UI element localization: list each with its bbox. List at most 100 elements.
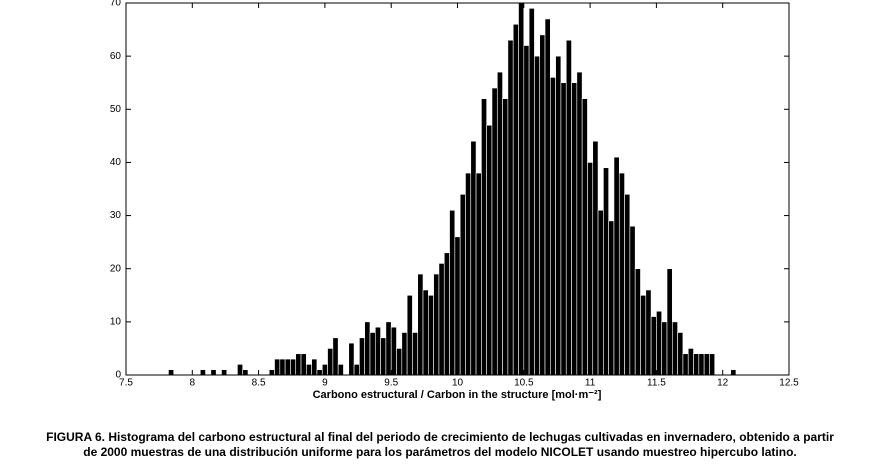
caption-line: de 2000 muestras de una distribución uni… — [83, 445, 796, 459]
bar — [295, 353, 302, 376]
bar — [555, 55, 562, 376]
bar — [390, 326, 397, 376]
bar — [560, 82, 567, 376]
bar — [364, 321, 371, 376]
bar — [645, 289, 652, 376]
bar — [380, 337, 387, 376]
bar — [348, 342, 355, 376]
bar — [327, 348, 334, 376]
y-tick-label: 30 — [110, 210, 122, 221]
bar — [502, 98, 509, 376]
x-tick-label: 12.5 — [779, 378, 799, 389]
bar — [306, 364, 312, 376]
bar — [465, 172, 472, 376]
bar — [353, 364, 360, 376]
x-tick-label: 8 — [190, 378, 196, 389]
bar — [279, 358, 286, 376]
bar — [656, 310, 663, 376]
bar — [449, 209, 456, 376]
bar — [581, 98, 588, 376]
bar — [237, 364, 243, 376]
bar — [168, 369, 175, 376]
bar — [454, 236, 461, 376]
x-tick-label: 9.5 — [384, 378, 398, 389]
bar — [618, 172, 625, 376]
bar — [730, 369, 737, 376]
bar — [565, 39, 572, 376]
bar — [534, 55, 541, 376]
bar — [481, 98, 487, 376]
y-tick-label: 20 — [110, 263, 122, 274]
bar — [672, 321, 678, 376]
bar — [666, 268, 673, 376]
y-tick-label: 50 — [110, 104, 122, 115]
x-tick-label: 8.5 — [252, 378, 266, 389]
bar — [396, 348, 403, 376]
bar — [550, 77, 556, 376]
bar — [199, 369, 206, 376]
bar — [417, 273, 424, 376]
bar — [650, 316, 657, 376]
bar — [693, 353, 700, 376]
bar — [210, 369, 217, 376]
y-tick-label: 0 — [115, 370, 121, 381]
bar — [518, 2, 525, 376]
x-tick-label: 10.5 — [514, 378, 534, 389]
bar — [433, 273, 440, 376]
x-tick-label: 7.5 — [119, 378, 133, 389]
bar — [491, 87, 498, 376]
bar — [242, 369, 249, 376]
bar — [597, 209, 604, 376]
bar — [459, 194, 466, 376]
bar — [703, 353, 710, 376]
bar — [576, 71, 583, 376]
x-axis-label: Carbono estructural / Carbon in the stru… — [313, 389, 602, 401]
bar — [571, 82, 578, 376]
x-tick-label: 10 — [452, 378, 464, 389]
bar — [486, 124, 493, 376]
caption-line: FIGURA 6. Histograma del carbono estruct… — [46, 430, 834, 444]
bar — [629, 225, 636, 376]
bar — [374, 326, 381, 376]
bar — [603, 167, 609, 376]
bar — [698, 353, 705, 376]
bar — [608, 220, 615, 376]
bar — [406, 294, 413, 376]
bar — [592, 140, 599, 376]
x-tick-label: 11 — [585, 378, 596, 389]
y-tick-label: 60 — [110, 51, 122, 62]
bar — [470, 140, 477, 376]
bar — [496, 71, 503, 376]
bar — [507, 39, 514, 376]
bar — [290, 358, 297, 376]
bar — [385, 321, 392, 376]
bar — [687, 348, 694, 376]
bar — [422, 289, 429, 376]
bar — [274, 358, 281, 376]
y-tick-label: 70 — [110, 0, 122, 9]
bar — [624, 194, 631, 376]
x-tick-label: 12 — [717, 378, 729, 389]
bar — [709, 353, 716, 376]
bar — [284, 358, 291, 376]
bar — [613, 156, 620, 376]
bar — [512, 23, 519, 376]
bar — [401, 332, 408, 376]
bar — [677, 332, 684, 376]
bar — [523, 45, 530, 376]
bar — [359, 337, 365, 376]
x-tick-label: 9 — [322, 378, 328, 389]
bar — [475, 172, 482, 376]
bar — [528, 8, 535, 376]
bar — [428, 294, 434, 376]
bar — [337, 364, 344, 376]
bar — [311, 358, 318, 376]
bar — [544, 18, 551, 376]
x-tick-label: 11.5 — [647, 378, 666, 389]
bar — [369, 332, 376, 376]
bar — [587, 162, 594, 376]
bar — [539, 34, 546, 376]
bar — [300, 353, 307, 376]
